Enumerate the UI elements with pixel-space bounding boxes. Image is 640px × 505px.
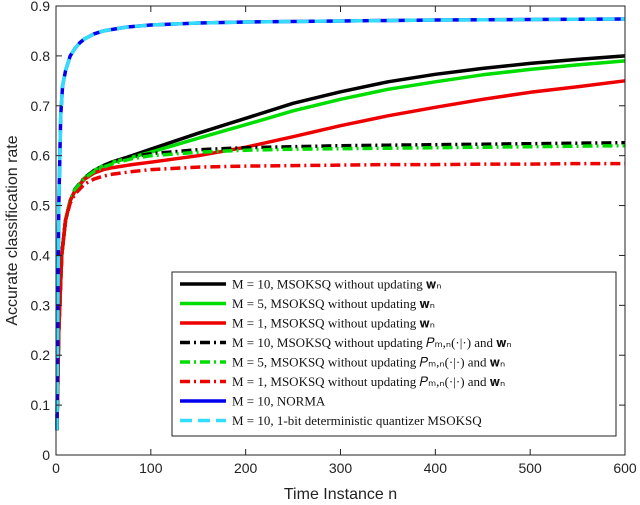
legend-label-1: M = 10, MSOKSQ without updating 𝐰ₙ [232,277,441,292]
y-tick-label: 0.8 [31,48,51,64]
legend-label-3: M = 1, MSOKSQ without updating 𝐰ₙ [232,316,435,331]
legend-label-4: M = 10, MSOKSQ without updating 𝑃ₘ,ₙ(·|·… [232,335,512,350]
legend-label-6: M = 1, MSOKSQ without updating 𝑃ₘ,ₙ(·|·)… [232,374,505,389]
y-tick-label: 0 [42,447,50,463]
y-axis-label: Accurate classification rate [4,135,21,325]
y-tick-label: 0.5 [31,198,51,214]
y-tick-label: 0.6 [31,148,51,164]
legend-box [171,271,617,437]
x-tick-label: 100 [139,460,163,476]
x-tick-label: 300 [329,460,353,476]
x-axis: 0 100 200 300 400 500 600 [52,6,637,476]
y-tick-label: 0.3 [31,297,51,313]
x-tick-label: 400 [424,460,448,476]
y-tick-label: 0.7 [31,98,51,114]
x-tick-label: 600 [613,460,637,476]
legend-label-5: M = 5, MSOKSQ without updating 𝑃ₘ,ₙ(·|·)… [232,355,505,370]
y-tick-label: 0.4 [31,247,51,263]
y-tick-label: 0.1 [31,397,51,413]
series-layer [55,17,626,431]
y-axis: 0 0.1 0.2 0.3 0.4 0.5 0.6 0.7 0.8 0.9 [31,0,625,463]
series-line-6 [55,161,625,431]
y-tick-label: 0.2 [31,347,51,363]
x-tick-label: 200 [234,460,258,476]
legend-label-8: M = 10, 1-bit deterministic quantizer MS… [232,413,482,428]
legend-label-2: M = 5, MSOKSQ without updating 𝐰ₙ [232,296,435,311]
x-tick-label: 500 [518,460,542,476]
x-tick-label: 0 [52,460,60,476]
x-axis-label: Time Instance n [284,486,397,503]
series-line-8 [55,17,626,431]
y-tick-label: 0.9 [31,0,51,14]
legend-label-7: M = 10, NORMA [232,394,326,409]
legend: M = 10, MSOKSQ without updating 𝐰ₙ M = 5,… [171,271,617,437]
